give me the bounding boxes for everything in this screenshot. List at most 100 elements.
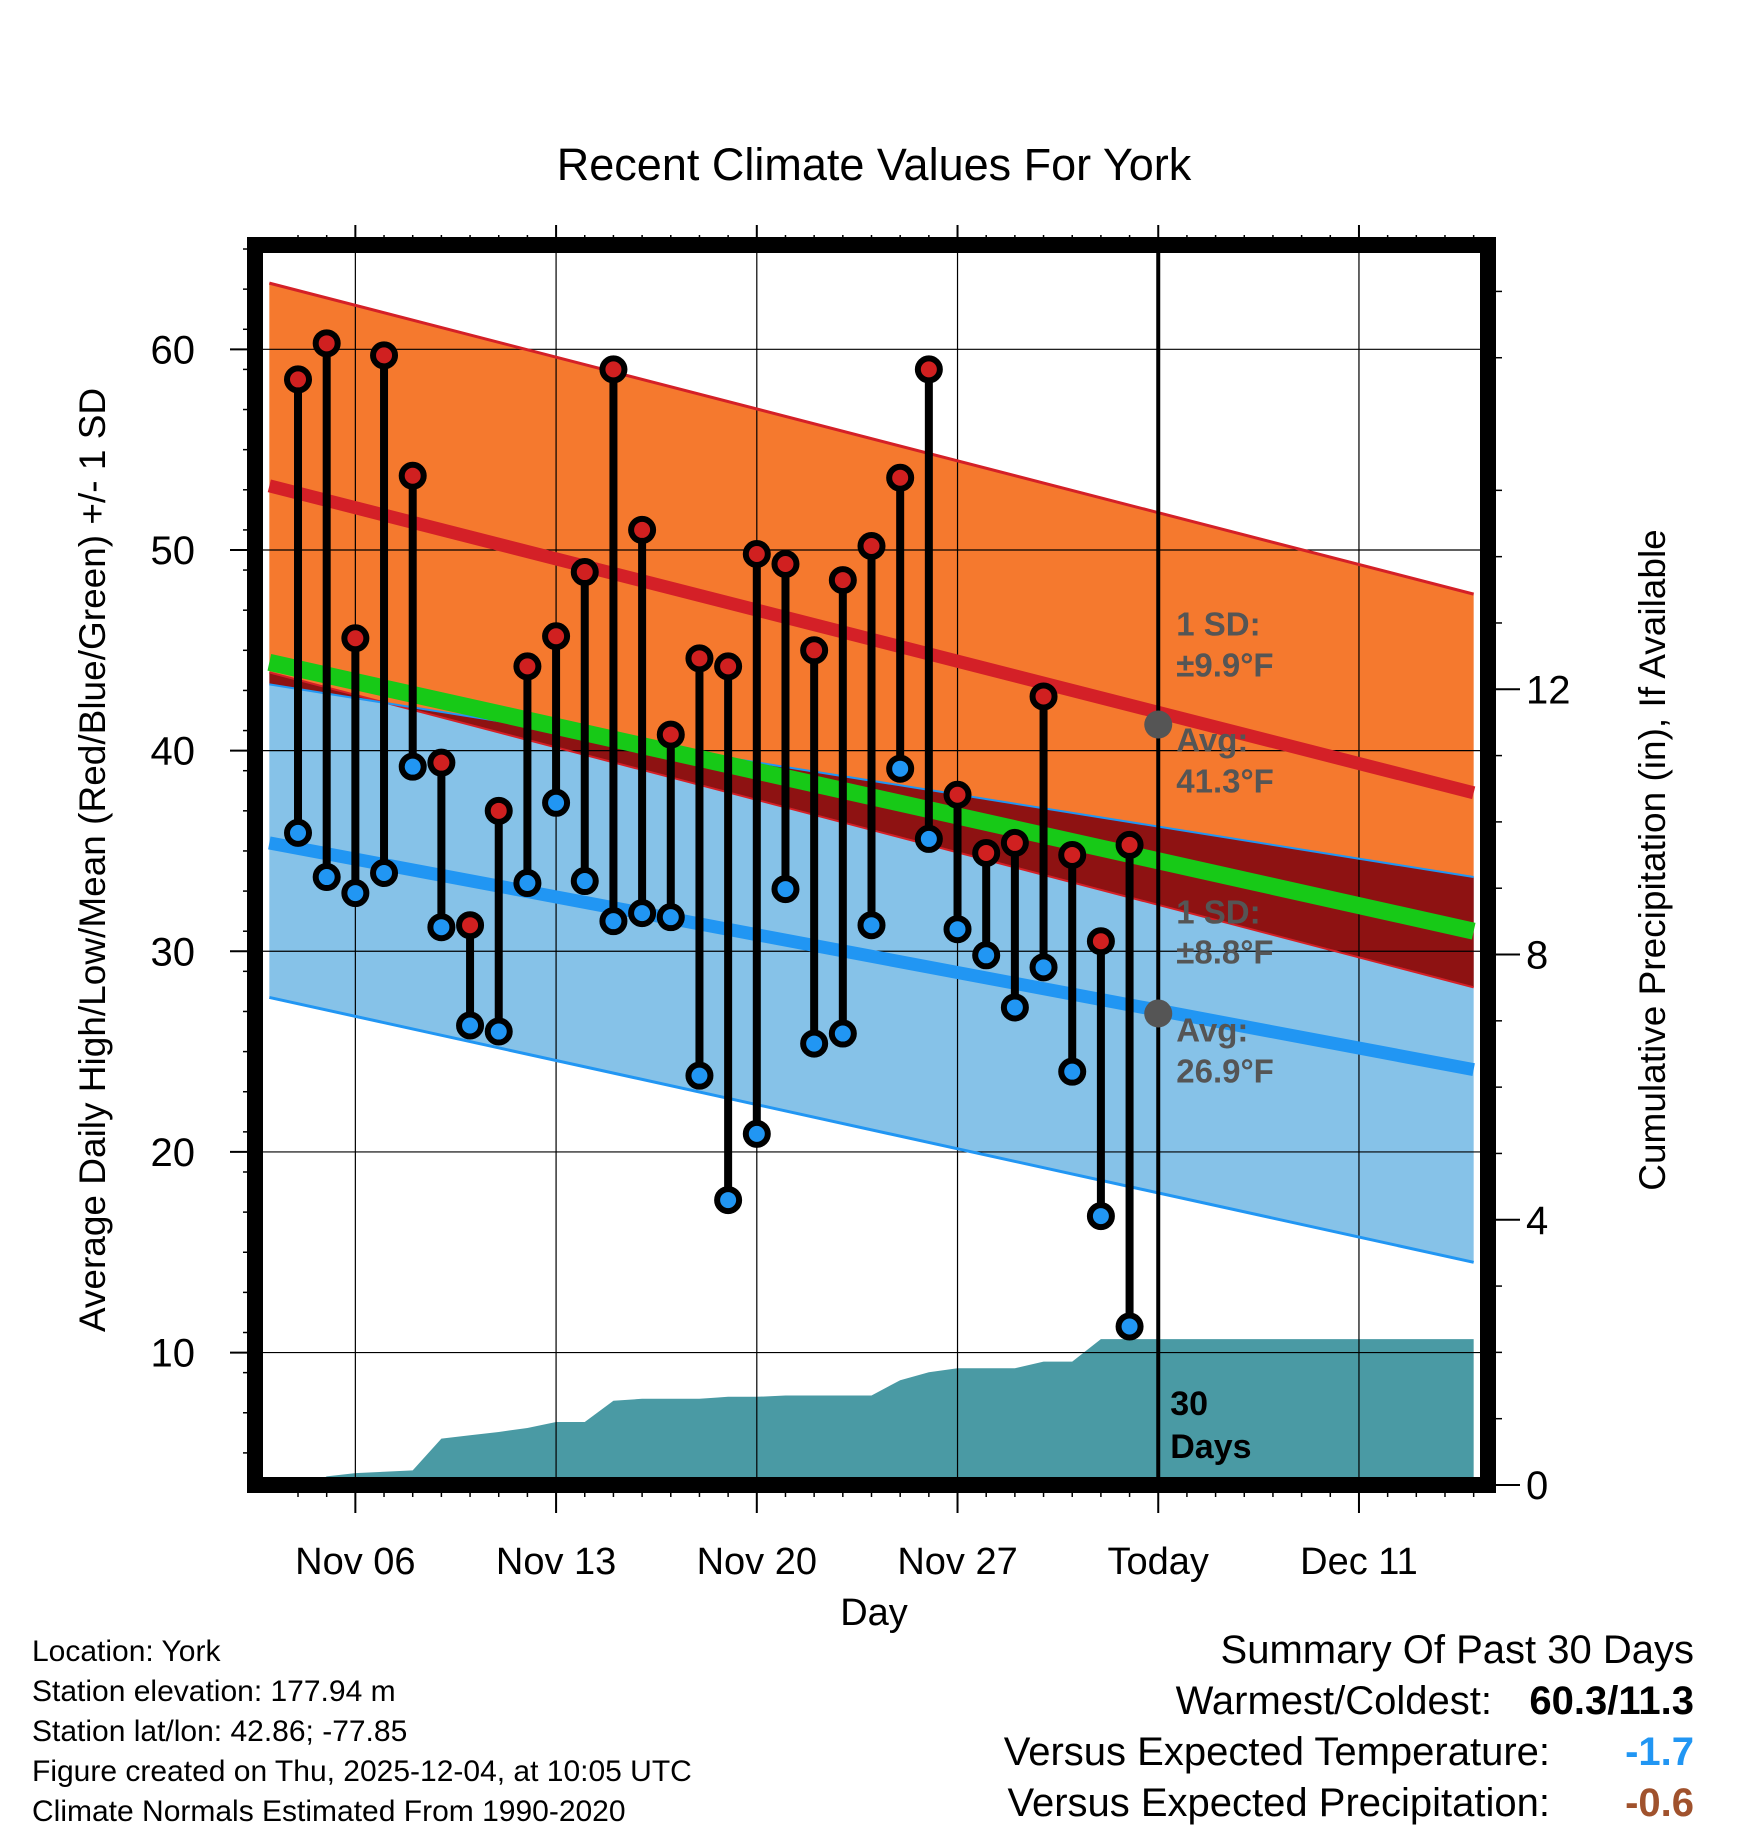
high-point [1115, 830, 1144, 859]
low-sd-value: ±8.8°F [1176, 933, 1273, 970]
high-point [714, 652, 743, 681]
warmest-coldest-row: Warmest/Coldest: 60.3/11.3 [1004, 1676, 1694, 1727]
latlon-text: Station lat/lon: 42.86; -77.85 [32, 1715, 408, 1748]
low-point [570, 867, 599, 896]
low-point [914, 824, 943, 853]
temp-anomaly-row: Versus Expected Temperature: -1.7 [1004, 1727, 1694, 1778]
high-point [828, 566, 857, 595]
low-point [771, 875, 800, 904]
low-avg-label: Avg: [1176, 1011, 1248, 1048]
low-point [628, 899, 657, 928]
low-point [284, 818, 313, 847]
today-high-avg-marker [1144, 710, 1173, 739]
high-point [456, 911, 485, 940]
y2-tick-label: 12 [1526, 668, 1571, 712]
low-point [685, 1061, 714, 1090]
station-info: Location: York Station elevation: 177.94… [32, 1632, 692, 1832]
high-sd-label: 1 SD: [1176, 606, 1260, 643]
high-point [943, 780, 972, 809]
low-point [943, 915, 972, 944]
low-point [427, 913, 456, 942]
high-point [886, 463, 915, 492]
high-point [1086, 927, 1115, 956]
y-tick-label: 40 [151, 730, 196, 774]
high-point [800, 636, 829, 665]
summary-title: Summary Of Past 30 Days [1220, 1628, 1694, 1672]
high-sd-value: ±9.9°F [1176, 647, 1273, 684]
x-tick-label: Nov 06 [295, 1541, 415, 1583]
low-point [370, 859, 399, 888]
precip-anomaly-label: Versus Expected Precipitation: [1007, 1781, 1550, 1825]
normals-text: Climate Normals Estimated From 1990-2020 [32, 1795, 626, 1828]
low-point [742, 1119, 771, 1148]
low-point [513, 869, 542, 898]
y2-axis-label: Cumulative Precipitation (in), If Availa… [1632, 529, 1673, 1191]
low-point [714, 1186, 743, 1215]
high-point [1000, 828, 1029, 857]
y-tick-label: 50 [151, 529, 196, 573]
precip-days-label: Days [1170, 1428, 1251, 1466]
low-avg-value: 26.9°F [1176, 1052, 1274, 1089]
low-point [312, 863, 341, 892]
low-point [1115, 1312, 1144, 1341]
high-point [542, 622, 571, 651]
low-point [398, 752, 427, 781]
high-point [484, 796, 513, 825]
high-point [570, 558, 599, 587]
low-point [857, 911, 886, 940]
y-tick-label: 10 [151, 1332, 196, 1376]
high-upper-line [268, 281, 1475, 596]
high-point [742, 539, 771, 568]
low-point [542, 788, 571, 817]
low-sd-band [269, 684, 1474, 1263]
warmest-coldest-value: 60.3/11.3 [1529, 1679, 1694, 1723]
x-tick-label: Today [1108, 1541, 1209, 1583]
high-point [1058, 840, 1087, 869]
y2-tick-label: 0 [1526, 1464, 1548, 1508]
low-point [1000, 993, 1029, 1022]
summary-panel: Summary Of Past 30 Days Warmest/Coldest:… [1004, 1625, 1694, 1829]
low-normal-line [268, 836, 1475, 1077]
plot-clip-group [255, 245, 1488, 1485]
y2-tick-label: 8 [1526, 934, 1548, 978]
warmest-coldest-label: Warmest/Coldest: [1175, 1679, 1492, 1723]
temp-anomaly-value: -1.7 [1625, 1730, 1694, 1774]
high-point [972, 838, 1001, 867]
precip-days-label: 30 [1170, 1385, 1208, 1423]
low-point [800, 1029, 829, 1058]
low-point [599, 907, 628, 936]
low-point [341, 879, 370, 908]
high-point [685, 644, 714, 673]
high-point [341, 624, 370, 653]
low-lower-line [269, 995, 1474, 1264]
x-tick-label: Nov 27 [897, 1541, 1017, 1583]
x-axis-label: Day [840, 1592, 908, 1634]
x-tick-label: Nov 20 [697, 1541, 817, 1583]
today-low-avg-marker [1144, 999, 1173, 1028]
precip-anomaly-value: -0.6 [1625, 1781, 1694, 1825]
x-tick-label: Dec 11 [1300, 1541, 1418, 1583]
high-point [1029, 682, 1058, 711]
temp-anomaly-label: Versus Expected Temperature: [1003, 1730, 1550, 1774]
low-sd-label: 1 SD: [1176, 893, 1260, 930]
high-point [628, 515, 657, 544]
y2-tick-label: 4 [1526, 1199, 1548, 1243]
high-point [857, 531, 886, 560]
y-tick-label: 30 [151, 930, 196, 974]
x-tick-label: Nov 13 [496, 1541, 616, 1583]
location-text: Location: York [32, 1635, 221, 1668]
chart-title: Recent Climate Values For York [557, 139, 1192, 190]
high-point [370, 341, 399, 370]
low-point [1086, 1202, 1115, 1231]
precipitation-area [269, 1339, 1474, 1485]
low-point [1029, 953, 1058, 982]
precip-anomaly-row: Versus Expected Precipitation: -0.6 [1004, 1778, 1694, 1829]
high-point [914, 355, 943, 384]
elevation-text: Station elevation: 177.94 m [32, 1675, 396, 1708]
low-point [484, 1017, 513, 1046]
created-text: Figure created on Thu, 2025-12-04, at 10… [32, 1755, 692, 1788]
low-point [456, 1011, 485, 1040]
y-tick-label: 60 [151, 328, 196, 372]
